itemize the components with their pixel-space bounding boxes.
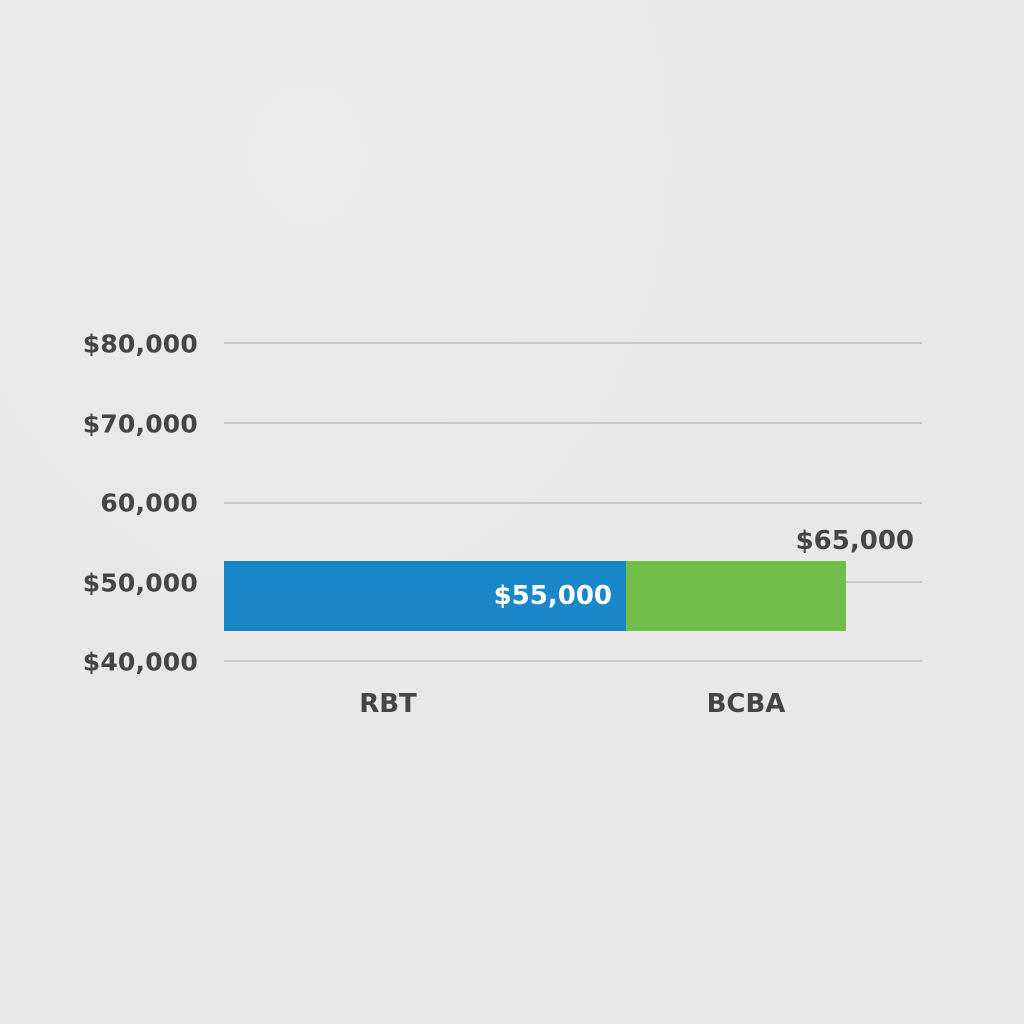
y-tick-label: $80,000 [82,329,198,359]
gridline-60000 [224,502,922,504]
bar-bcba [626,561,846,631]
bar-rbt: $55,000 [224,561,626,631]
y-tick-label: $50,000 [82,568,198,598]
gridline-40000 [224,660,922,662]
y-tick-label: 60,000 [100,488,198,518]
bar-value-label-bcba: $65,000 [795,526,914,556]
x-tick-label-bcba: BCBA [706,689,786,719]
x-tick-label-rbt: RBT [359,689,417,719]
y-tick-label: $40,000 [82,647,198,677]
gridline-70000 [224,422,922,424]
y-tick-label: $70,000 [82,409,198,439]
gridline-80000 [224,342,922,344]
bar-value-label-rbt: $55,000 [493,581,612,611]
